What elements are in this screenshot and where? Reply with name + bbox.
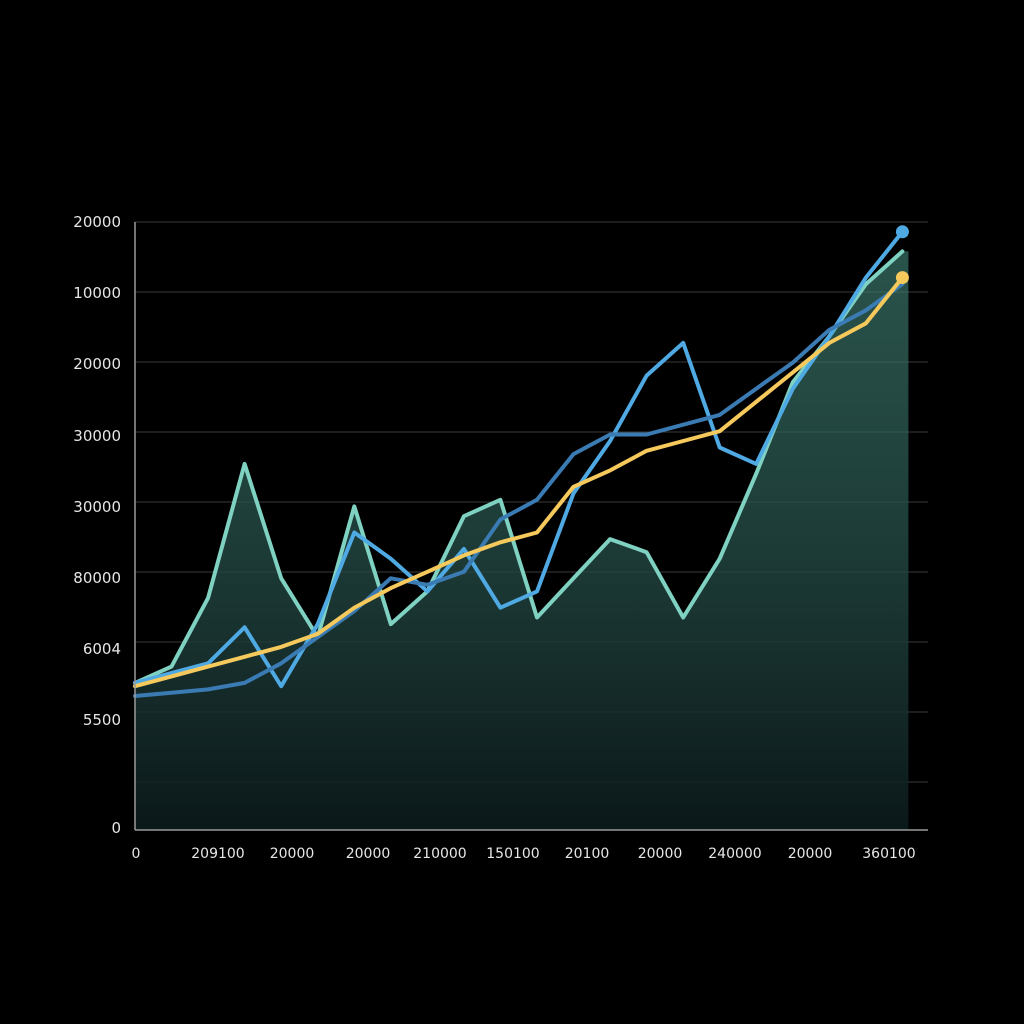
x-tick-labels: 0 209100 20000 20000 210000 150100 20100 20000 2… xyxy=(132,846,916,862)
x-tick-label: 20000 xyxy=(638,846,683,862)
y-tick-label: 6004 xyxy=(83,640,121,658)
x-tick-label: 150100 xyxy=(486,846,539,862)
x-tick-label: 20000 xyxy=(270,846,315,862)
x-tick-label: 20000 xyxy=(346,846,391,862)
x-tick-label: 0 xyxy=(132,846,141,862)
y-tick-label: 5500 xyxy=(83,711,121,729)
series-line-1 xyxy=(133,229,905,689)
x-tick-label: 20000 xyxy=(788,846,833,862)
x-tick-label: 209100 xyxy=(191,846,244,862)
y-tick-label: 20000 xyxy=(73,355,121,373)
series-areas xyxy=(135,251,909,830)
series-area-0 xyxy=(135,251,909,830)
y-tick-label: 30000 xyxy=(73,498,121,516)
series-line-2 xyxy=(133,282,905,698)
x-tick-label: 240000 xyxy=(708,846,761,862)
y-tick-label: 20000 xyxy=(73,213,121,231)
y-tick-labels: 0 5500 6004 80000 30000 30000 20000 10000 20000 xyxy=(73,213,121,837)
y-tick-label: 10000 xyxy=(73,284,121,302)
series-end-markers xyxy=(895,225,909,285)
series-lines xyxy=(133,229,905,698)
axes xyxy=(134,222,928,831)
series-end-marker-3 xyxy=(895,271,909,285)
x-tick-label: 360100 xyxy=(862,846,915,862)
y-tick-label: 0 xyxy=(111,819,121,837)
series-end-marker-1 xyxy=(895,225,909,239)
y-tick-label: 80000 xyxy=(73,569,121,587)
series-line-3 xyxy=(133,275,905,689)
x-tick-label: 210000 xyxy=(413,846,466,862)
y-tick-label: 30000 xyxy=(73,427,121,445)
x-tick-label: 20100 xyxy=(565,846,610,862)
